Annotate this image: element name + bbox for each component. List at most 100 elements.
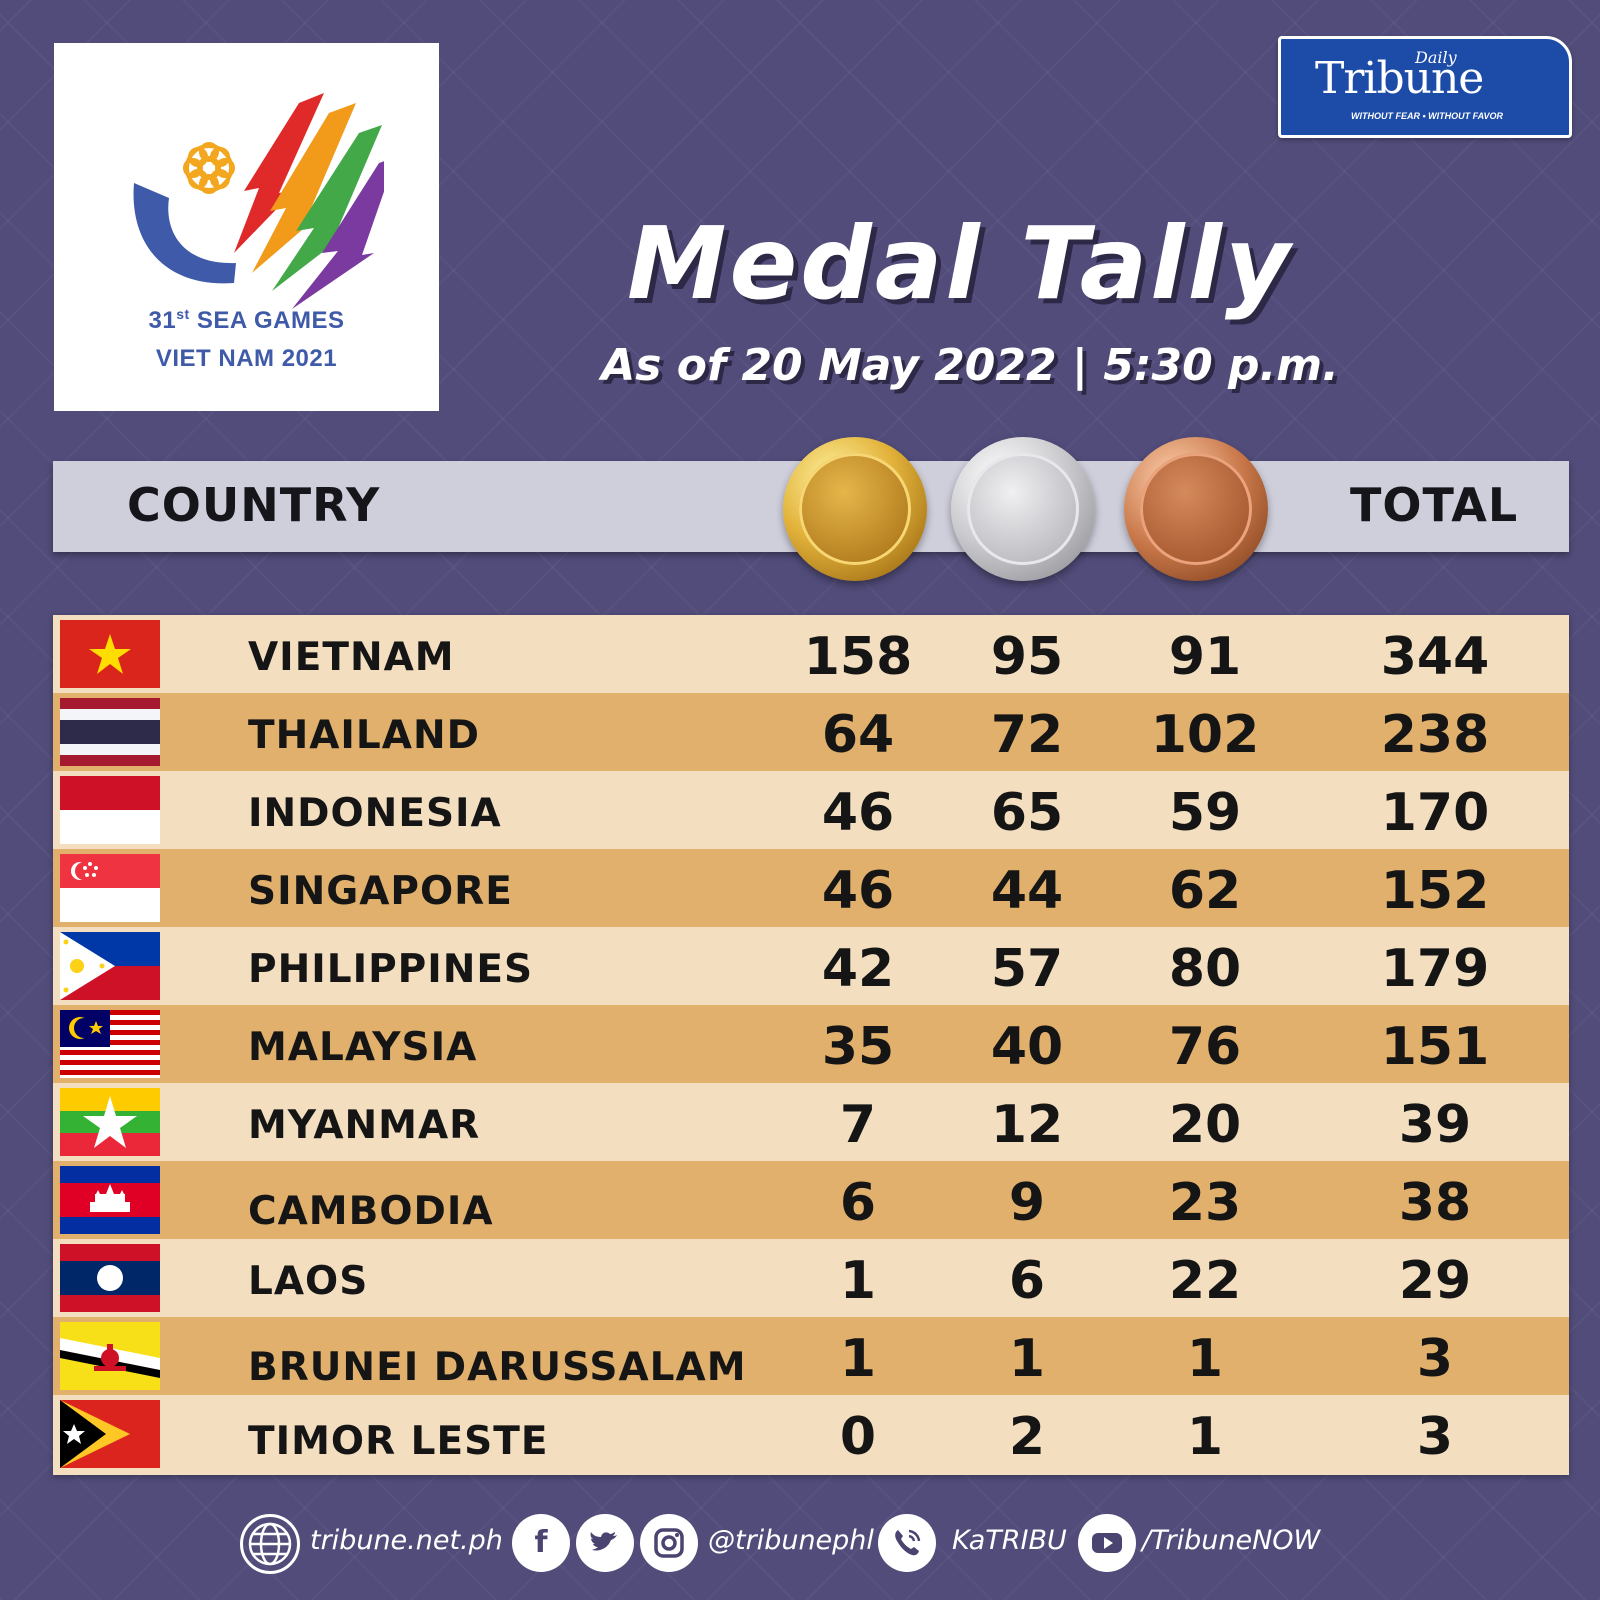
table-row: PHILIPPINES 42 57 80 179 [53, 927, 1569, 1005]
header-country: COUNTRY [127, 478, 381, 532]
country-name: VIETNAM [248, 635, 455, 680]
indonesia-flag-icon [60, 776, 160, 844]
silver-count: 95 [990, 627, 1064, 687]
timor-leste-flag-icon [60, 1400, 160, 1468]
globe-icon [240, 1514, 300, 1574]
vietnam-flag-icon [60, 620, 160, 688]
country-name: MALAYSIA [248, 1025, 478, 1070]
instagram-icon[interactable] [640, 1514, 698, 1572]
table-row: SINGAPORE 46 44 62 152 [53, 849, 1569, 927]
tribune-logo: Daily Tribune WITHOUT FEAR • WITHOUT FAV… [1278, 36, 1572, 138]
total-count: 3 [1416, 1329, 1454, 1389]
total-count: 29 [1398, 1251, 1472, 1311]
country-name: LAOS [248, 1259, 369, 1304]
table-row: MYANMAR 7 12 20 39 [53, 1083, 1569, 1161]
table-row: TIMOR LESTE 0 2 1 3 [53, 1395, 1569, 1475]
youtube-icon[interactable] [1078, 1514, 1136, 1572]
total-count: 179 [1380, 939, 1490, 999]
gold-count: 35 [821, 1017, 895, 1077]
twitter-icon[interactable] [576, 1514, 634, 1572]
brunei-flag-icon [60, 1322, 160, 1390]
country-name: CAMBODIA [248, 1189, 494, 1234]
gold-count: 1 [839, 1251, 877, 1311]
viber-icon[interactable] [878, 1514, 936, 1572]
silver-count: 9 [1008, 1173, 1046, 1233]
bronze-count: 62 [1168, 861, 1242, 921]
table-row: CAMBODIA 6 9 23 38 [53, 1161, 1569, 1239]
gold-count: 46 [821, 783, 895, 843]
total-count: 170 [1380, 783, 1490, 843]
gold-count: 64 [821, 705, 895, 765]
country-name: PHILIPPINES [248, 947, 534, 992]
youtube-channel[interactable]: /TribuneNOW [1142, 1525, 1321, 1556]
silver-count: 57 [990, 939, 1064, 999]
website-link[interactable]: tribune.net.ph [310, 1525, 503, 1556]
medal-table: VIETNAM 158 95 91 344 THAILAND 64 72 102… [53, 615, 1569, 1475]
gold-count: 158 [803, 627, 913, 687]
silver-count: 2 [1008, 1407, 1046, 1467]
country-name: THAILAND [248, 713, 480, 758]
sea-games-emblem-icon [133, 93, 384, 309]
bronze-count: 102 [1150, 705, 1260, 765]
gold-count: 7 [839, 1095, 877, 1155]
bronze-count: 59 [1168, 783, 1242, 843]
silver-count: 44 [990, 861, 1064, 921]
viber-community[interactable]: KaTRIBU [952, 1525, 1067, 1556]
myanmar-flag-icon [60, 1088, 160, 1156]
social-handle[interactable]: @tribunephl [708, 1525, 874, 1556]
facebook-icon[interactable]: f [512, 1514, 570, 1572]
bronze-count: 20 [1168, 1095, 1242, 1155]
country-name: BRUNEI DARUSSALAM [248, 1345, 747, 1390]
logo-event-location: VIET NAM 2021 [155, 345, 338, 372]
gold-count: 1 [839, 1329, 877, 1389]
total-count: 152 [1380, 861, 1490, 921]
bronze-count: 1 [1186, 1407, 1224, 1467]
table-row: VIETNAM 158 95 91 344 [53, 615, 1569, 693]
total-count: 238 [1380, 705, 1490, 765]
total-count: 344 [1380, 627, 1490, 687]
gold-count: 42 [821, 939, 895, 999]
total-count: 3 [1416, 1407, 1454, 1467]
country-name: MYANMAR [248, 1103, 481, 1148]
tribune-name: Tribune [1315, 53, 1484, 104]
footer-social-links: tribune.net.ph f @tribunephl KaTRIBU /Tr… [240, 1511, 1340, 1575]
silver-count: 40 [990, 1017, 1064, 1077]
total-count: 39 [1398, 1095, 1472, 1155]
gold-count: 46 [821, 861, 895, 921]
tribune-daily-label: Daily [1415, 48, 1457, 67]
silver-count: 12 [990, 1095, 1064, 1155]
table-row: THAILAND 64 72 102 238 [53, 693, 1569, 771]
thailand-flag-icon [60, 698, 160, 766]
gold-medal-icon [783, 437, 927, 581]
page-subtitle: As of 20 May 2022 | 5:30 p.m. [601, 340, 1339, 391]
country-name: INDONESIA [248, 791, 502, 836]
silver-count: 72 [990, 705, 1064, 765]
singapore-flag-icon [60, 854, 160, 922]
sea-games-logo: 31st SEA GAMES VIET NAM 2021 [54, 43, 439, 411]
philippines-flag-icon [60, 932, 160, 1000]
silver-count: 65 [990, 783, 1064, 843]
table-row: MALAYSIA 35 40 76 151 [53, 1005, 1569, 1083]
laos-flag-icon [60, 1244, 160, 1312]
cambodia-flag-icon [60, 1166, 160, 1234]
country-name: SINGAPORE [248, 869, 513, 914]
malaysia-flag-icon [60, 1010, 160, 1078]
bronze-medal-icon [1124, 437, 1268, 581]
page-title: Medal Tally [626, 205, 1294, 322]
bronze-count: 80 [1168, 939, 1242, 999]
country-name: TIMOR LESTE [248, 1419, 549, 1464]
silver-medal-icon [951, 437, 1095, 581]
silver-count: 1 [1008, 1329, 1046, 1389]
gold-count: 6 [839, 1173, 877, 1233]
bronze-count: 22 [1168, 1251, 1242, 1311]
gold-count: 0 [839, 1407, 877, 1467]
bronze-count: 91 [1168, 627, 1242, 687]
total-count: 151 [1380, 1017, 1490, 1077]
table-row: INDONESIA 46 65 59 170 [53, 771, 1569, 849]
header-total: TOTAL [1350, 478, 1519, 532]
logo-event-name: 31st SEA GAMES [148, 306, 345, 334]
table-row: BRUNEI DARUSSALAM 1 1 1 3 [53, 1317, 1569, 1395]
tribune-tagline: WITHOUT FEAR • WITHOUT FAVOR [1351, 111, 1503, 121]
bronze-count: 23 [1168, 1173, 1242, 1233]
bronze-count: 1 [1186, 1329, 1224, 1389]
